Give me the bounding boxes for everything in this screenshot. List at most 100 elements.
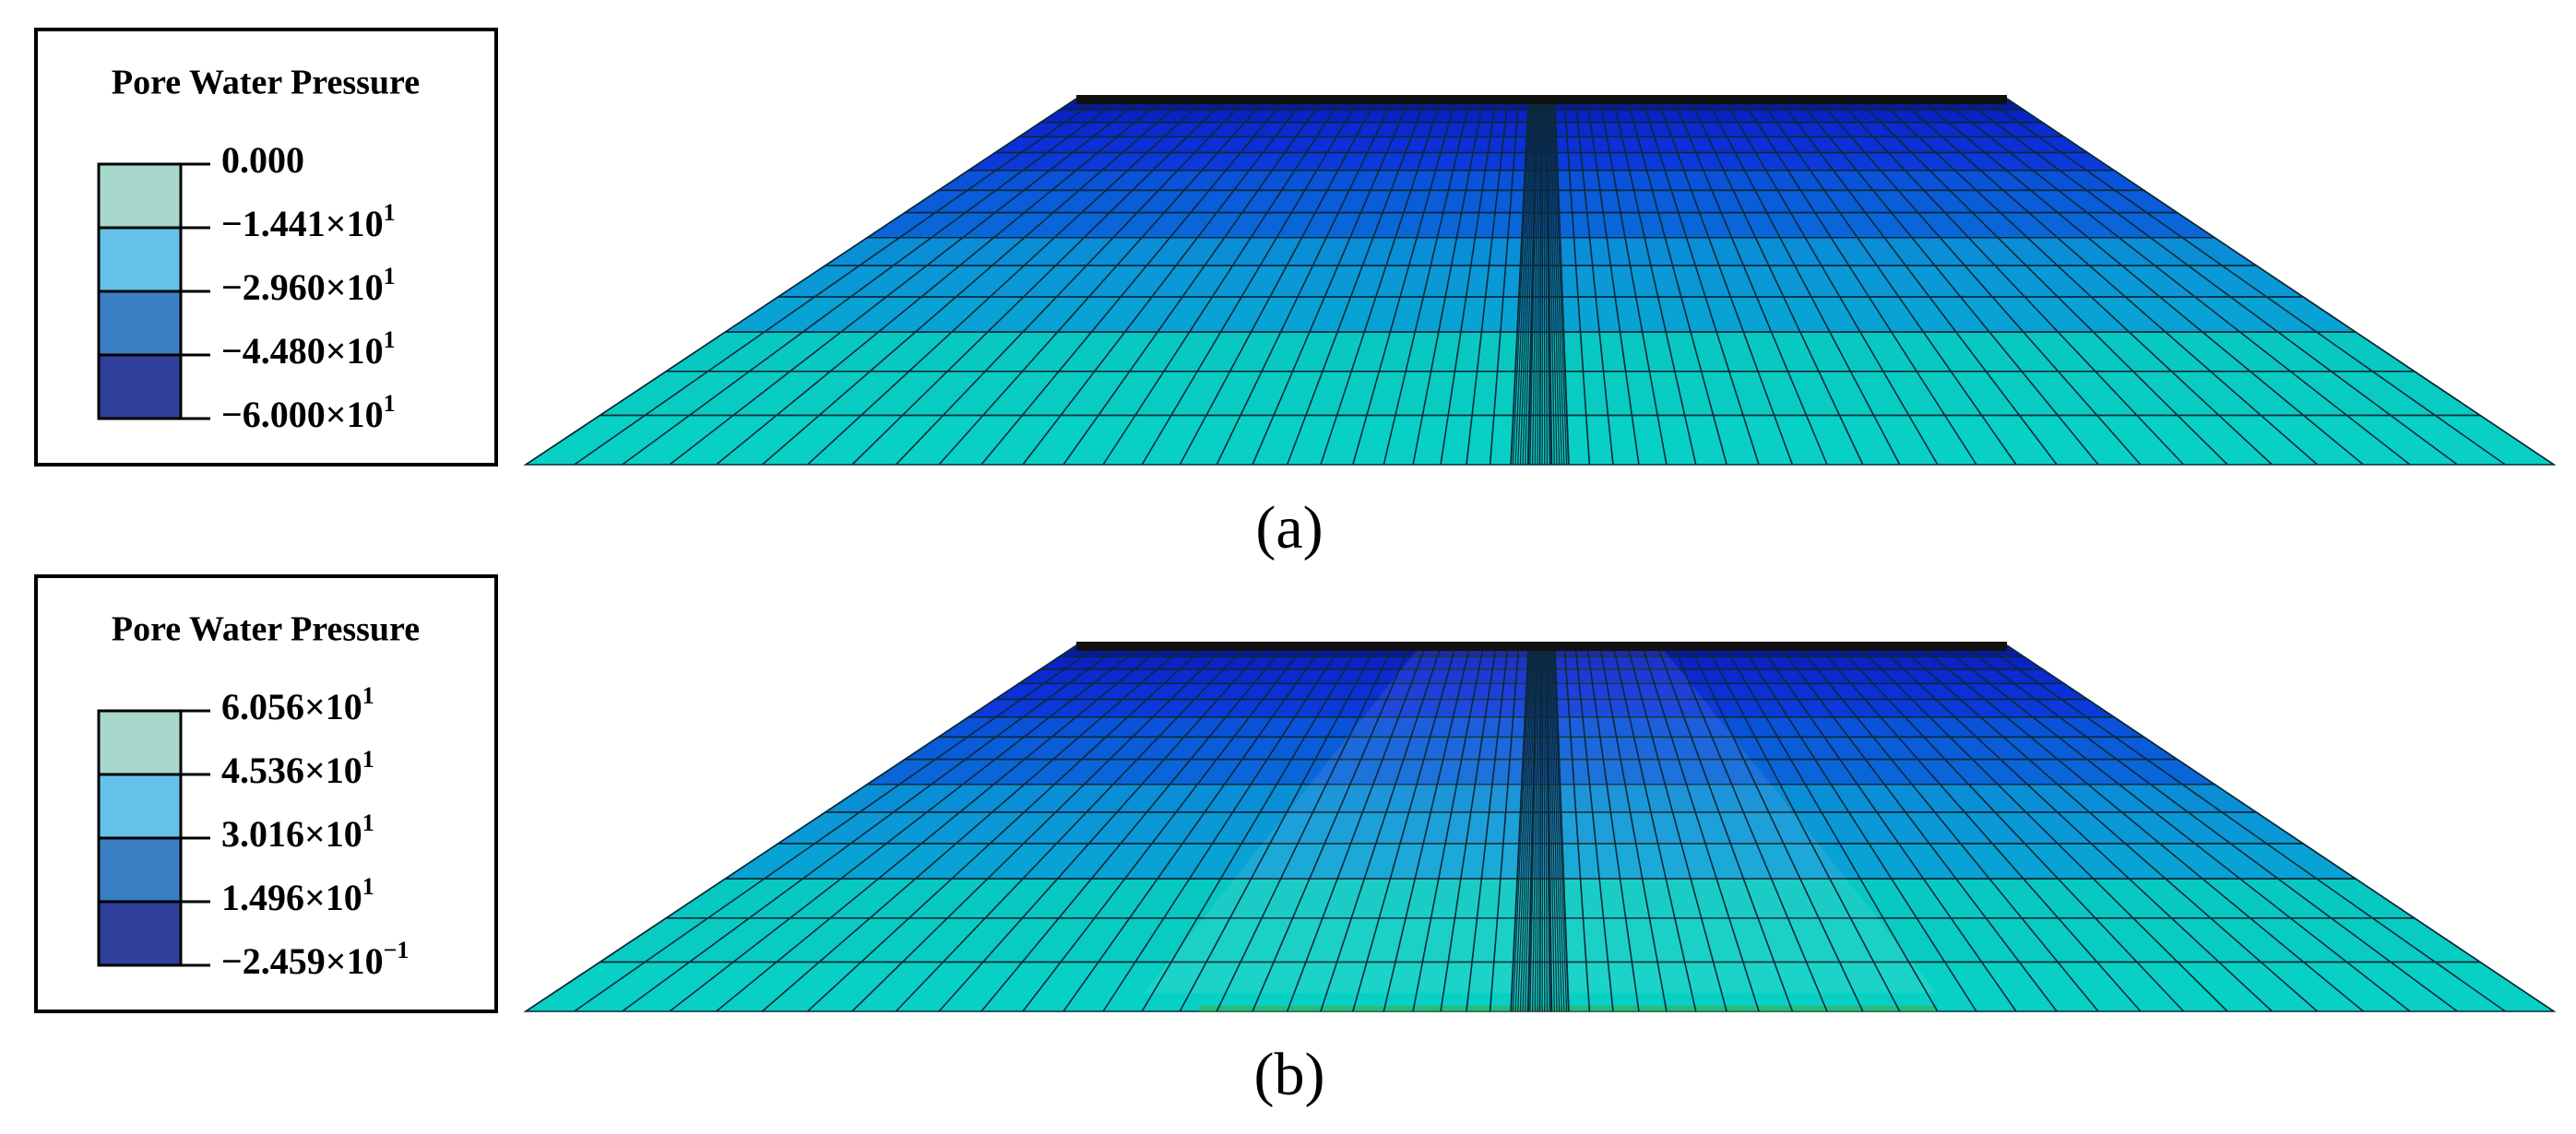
mesh-line [1689,98,1864,466]
mesh-line [1534,644,1540,1012]
legend-swatch [97,836,183,904]
mesh-line [1918,644,2364,1012]
mesh-line [1216,644,1395,1012]
mesh-line [1759,644,2017,1012]
mesh-line [1102,644,1342,1012]
mesh-line [1549,644,1561,1012]
legend-swatch [97,289,183,357]
mesh-line [1252,644,1411,1012]
mesh-line [1797,98,2099,466]
mesh-line [1641,644,1760,1012]
mesh-line [1352,644,1457,1012]
mesh-line [1552,98,1565,466]
mesh-line [1519,98,1534,466]
mesh-line [1541,644,1544,1012]
mesh-line [1984,98,2506,466]
mesh-line [1778,98,2058,466]
mesh-line [716,644,1165,1012]
mesh-line [980,644,1287,1012]
mesh-line [806,98,1206,466]
mesh-line [2006,98,2555,466]
mesh-line [1778,644,2058,1012]
mesh-line [1723,644,1939,1012]
panel: Pore Water Pressure6.056×1014.536×1013.0… [34,574,2557,1108]
legend-swatch [97,900,183,967]
mesh-line [1836,644,2185,1012]
mesh-line [1550,644,1562,1012]
mesh-line [851,644,1227,1012]
mesh-line [1962,98,2458,466]
mesh-line [1897,98,2319,466]
legend-label-exp: 1 [362,873,374,900]
legend-label-base: 1.496×10 [221,877,362,918]
mesh-line [1797,644,2099,1012]
mesh-line [1897,644,2319,1012]
mesh-line [1252,98,1411,466]
mesh-line [1962,644,2458,1012]
mesh-line [1705,98,1901,466]
mesh-line [1544,98,1549,466]
mesh-line [1552,644,1565,1012]
legend-swatch [97,709,183,776]
legend-label: 4.536×101 [221,746,374,791]
legend-label-base: −6.000×10 [221,394,384,435]
mesh-line [1525,98,1536,466]
legend-label: −2.459×10−1 [221,937,409,982]
mesh-line [1062,644,1324,1012]
mesh-line [1554,644,1570,1012]
mesh-line [1519,644,1534,1012]
legend-swatch [97,162,183,230]
mesh-line [1940,644,2411,1012]
mesh-line [1723,98,1939,466]
mesh-line [1440,644,1497,1012]
legend-title: Pore Water Pressure [112,610,420,649]
mesh-line [1553,644,1568,1012]
mesh-line [1534,98,1540,466]
mesh-line [1554,98,1570,466]
mesh-line [1525,644,1536,1012]
mesh-line [1102,98,1342,466]
mesh-line [1383,644,1471,1012]
panel: Pore Water Pressure0.000−1.441×101−2.960… [34,28,2557,561]
mesh-line [1412,98,1485,466]
legend-label-exp: 1 [384,390,396,417]
mesh-line [1626,644,1727,1012]
mesh-line [1489,98,1520,466]
legend-swatch [97,353,183,420]
mesh-line [1531,98,1539,466]
mesh-line [1529,644,1538,1012]
mesh-line [1141,644,1360,1012]
mesh-line [1514,644,1531,1012]
mesh-line [1526,644,1537,1012]
mesh-top [1076,642,2007,651]
mesh-line [2006,644,2555,1012]
legend-title: Pore Water Pressure [112,64,420,102]
legend-label-base: −1.441×10 [221,203,384,244]
mesh-line [1548,98,1555,466]
mesh-line [1563,644,1591,1012]
mesh-line [1529,98,1538,466]
legend-label-base: 4.536×10 [221,750,362,791]
mesh-line [1062,98,1324,466]
mesh-line [1141,98,1360,466]
mesh-line [1440,98,1497,466]
legend-label-exp: 1 [362,746,374,773]
mesh-line [1489,644,1520,1012]
mesh-line [1741,644,1977,1012]
mesh-line [1563,98,1591,466]
legend-label-exp: 1 [384,199,396,226]
mesh-line [1537,644,1541,1012]
mesh-line [1352,98,1457,466]
mesh-line [1984,644,2506,1012]
mesh-line [1877,644,2273,1012]
mesh-line [1741,98,1977,466]
legend-label: 6.056×101 [221,682,374,727]
mesh-line [1574,98,1614,466]
mesh-line [525,644,1077,1012]
legend-swatch [97,226,183,293]
mesh-line [1705,644,1901,1012]
mesh-line [1672,98,1828,466]
mesh-line [1512,98,1530,466]
mesh-line [622,98,1122,466]
mesh-line [1549,644,1558,1012]
